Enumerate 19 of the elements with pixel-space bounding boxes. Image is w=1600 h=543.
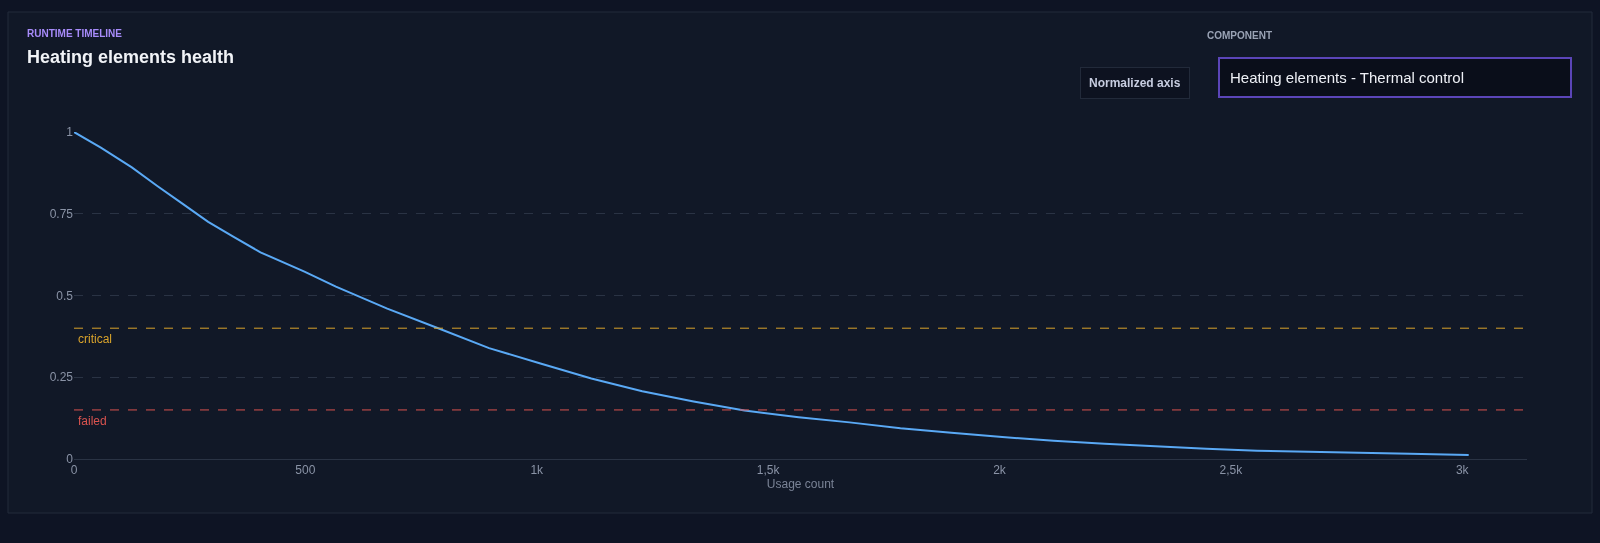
text: Heating elements - Thermal control — [1230, 69, 1464, 86]
x-tick-label: 2k — [993, 463, 1007, 478]
x-tick-label: 3k — [1455, 463, 1470, 478]
y-tick-label: 1 — [66, 125, 74, 140]
chart-subtitle: RUNTIME TIMELINE — [27, 28, 123, 39]
text: Normalized axis — [1089, 76, 1181, 90]
text: COMPONENT — [1207, 30, 1272, 41]
x-tick-label: 500 — [295, 463, 316, 478]
x-tick-label: 2,5k — [1219, 463, 1244, 478]
chart-title: Heating elements health — [27, 47, 235, 67]
y-tick-label: 0.5 — [56, 288, 74, 303]
line-series — [74, 132, 1470, 457]
x-axis-title: Usage count — [766, 477, 835, 492]
x-tick-label: 1k — [530, 463, 545, 478]
y-tick-label: 0.75 — [49, 206, 74, 221]
ref-line-label: critical — [78, 332, 113, 346]
y-tick-label: 0.25 — [49, 370, 74, 385]
ref-line-label: failed — [78, 414, 107, 428]
x-tick-label: 1,5k — [756, 463, 781, 478]
